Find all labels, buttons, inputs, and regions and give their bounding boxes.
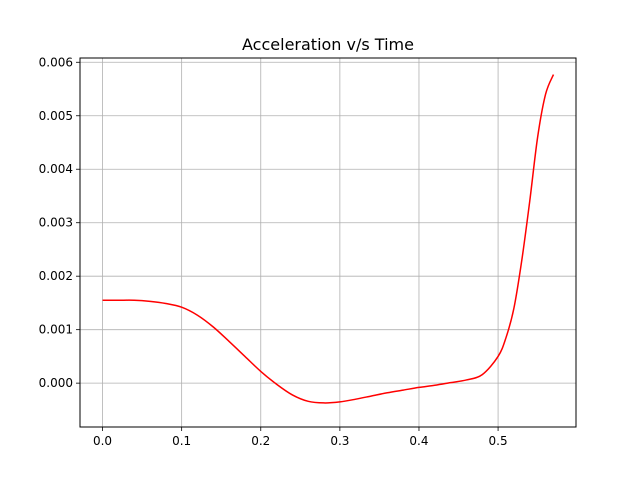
- y-tick-label: 0.000: [39, 376, 73, 390]
- y-tick-label: 0.006: [39, 55, 73, 69]
- x-axis-ticks: 0.0 0.1 0.2 0.3 0.4 0.5: [93, 427, 508, 448]
- y-tick-label: 0.005: [39, 109, 73, 123]
- y-tick-label: 0.003: [39, 216, 73, 230]
- y-tick-label: 0.004: [39, 162, 73, 176]
- x-tick-label: 0.0: [93, 434, 112, 448]
- x-tick-label: 0.1: [172, 434, 191, 448]
- grid-lines: [80, 58, 576, 427]
- x-tick-label: 0.5: [489, 434, 508, 448]
- y-tick-label: 0.002: [39, 269, 73, 283]
- chart-title: Acceleration v/s Time: [242, 35, 414, 54]
- y-tick-label: 0.001: [39, 323, 73, 337]
- y-axis-ticks: 0.000 0.001 0.002 0.003 0.004 0.005 0.006: [39, 55, 80, 390]
- x-tick-label: 0.4: [409, 434, 428, 448]
- acceleration-series-line: [102, 74, 555, 404]
- plot-area-frame: [79, 57, 577, 428]
- x-tick-label: 0.3: [330, 434, 349, 448]
- series-layer: [102, 74, 555, 404]
- x-tick-label: 0.2: [251, 434, 270, 448]
